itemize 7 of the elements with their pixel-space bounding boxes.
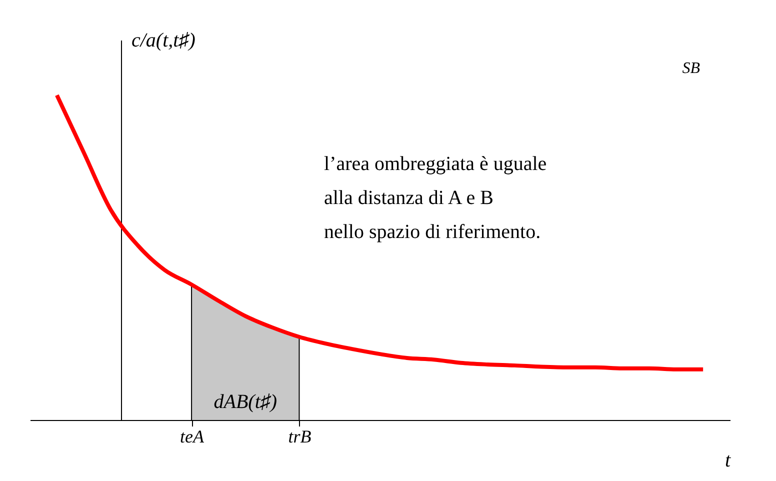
- x-tick-label: trB: [288, 426, 312, 446]
- annotation: l’area ombreggiata è uguale alla distanza di A e B nello spazio di riferimento.: [324, 153, 547, 243]
- annotation: dAB(t♯): [214, 391, 278, 413]
- x-tick-label: teA: [180, 426, 206, 446]
- text: SB: [682, 60, 700, 77]
- x-axis-title: t: [724, 450, 731, 472]
- y-axis-title: c/a(t,t♯): [132, 30, 196, 52]
